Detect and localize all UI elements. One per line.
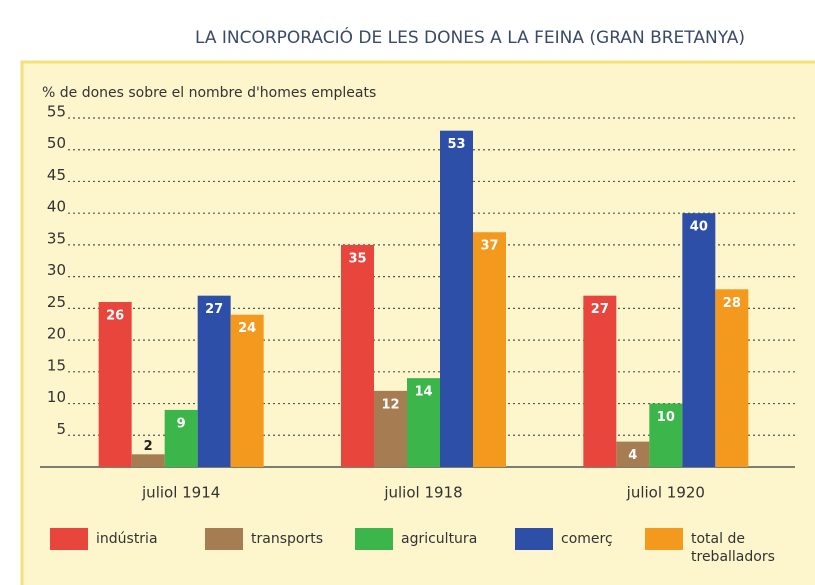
- y-tick-label: 10: [47, 388, 66, 406]
- y-tick-label: 40: [47, 198, 66, 216]
- bar: [230, 314, 264, 467]
- bar: [341, 244, 374, 467]
- legend-swatch: [50, 528, 88, 550]
- y-tick-label: 55: [47, 103, 66, 121]
- data-label: 27: [205, 302, 223, 317]
- legend-swatch: [515, 528, 553, 550]
- bar: [440, 130, 473, 467]
- x-tick-label: juliol 1920: [626, 484, 705, 502]
- legend-label: agricultura: [401, 531, 477, 547]
- bar: [649, 403, 683, 467]
- y-tick-label: 15: [47, 356, 66, 374]
- bar: [164, 409, 198, 467]
- y-tick-label: 5: [56, 420, 66, 438]
- bar: [98, 302, 132, 467]
- y-tick-label: 20: [47, 325, 66, 343]
- bar: [715, 289, 749, 467]
- legend-label: total de treballadors: [691, 531, 775, 565]
- data-label: 35: [348, 251, 366, 266]
- data-label: 26: [106, 309, 124, 324]
- y-tick-label: 30: [47, 261, 66, 279]
- y-tick-label: 25: [47, 293, 66, 311]
- data-label: 12: [381, 397, 399, 412]
- legend-label: indústria: [96, 531, 158, 547]
- data-label: 9: [177, 416, 186, 431]
- bar: [616, 441, 650, 467]
- legend-label: comerç: [561, 531, 613, 547]
- data-label: 28: [723, 296, 741, 311]
- data-label: 10: [657, 410, 675, 425]
- legend-swatch: [645, 528, 683, 550]
- bar: [473, 232, 506, 467]
- bar: [583, 295, 617, 467]
- y-tick-label: 45: [47, 166, 66, 184]
- bar: [374, 390, 407, 467]
- data-label: 14: [414, 385, 432, 400]
- data-label: 27: [591, 302, 609, 317]
- bar: [197, 295, 231, 467]
- legend-label: transports: [251, 531, 323, 547]
- data-label: 53: [447, 137, 465, 152]
- y-axis-label: % de dones sobre el nombre d'homes emple…: [42, 85, 376, 101]
- data-label: 4: [628, 448, 637, 463]
- data-label: 2: [144, 439, 153, 454]
- data-label: 37: [480, 239, 498, 254]
- data-label: 24: [238, 321, 256, 336]
- x-tick-label: juliol 1918: [383, 484, 462, 502]
- legend-swatch: [205, 528, 243, 550]
- bar: [407, 378, 440, 467]
- x-tick-label: juliol 1914: [141, 484, 220, 502]
- bar: [131, 454, 165, 467]
- y-tick-label: 35: [47, 229, 66, 247]
- y-tick-label: 50: [47, 134, 66, 152]
- data-label: 40: [690, 220, 708, 235]
- legend-swatch: [355, 528, 393, 550]
- chart-title: LA INCORPORACIÓ DE LES DONES A LA FEINA …: [195, 26, 745, 48]
- bar: [682, 213, 716, 467]
